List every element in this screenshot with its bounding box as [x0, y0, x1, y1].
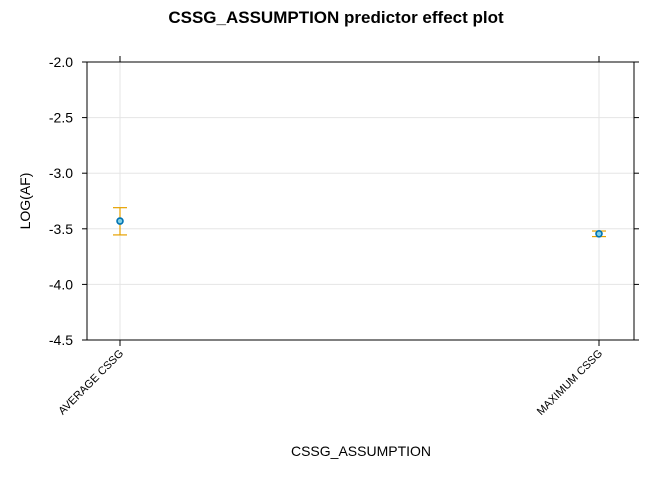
grid-layer — [87, 61, 634, 341]
y-axis-label: LOG(AF) — [17, 173, 33, 230]
y-tick-label: -3.0 — [49, 165, 73, 181]
chart-title: CSSG_ASSUMPTION predictor effect plot — [168, 8, 504, 27]
x-axis-label: CSSG_ASSUMPTION — [291, 443, 431, 459]
y-tick-label: -3.5 — [49, 221, 73, 237]
y-tick-label: -4.5 — [49, 332, 73, 348]
estimate-point — [116, 217, 124, 225]
effect-mark-maximum-cssg — [592, 230, 606, 238]
plot-panel — [86, 61, 635, 341]
x-tick-label: MAXIMUM CSSG — [535, 348, 605, 418]
effect-mark-average-cssg — [113, 207, 127, 236]
y-tick-label: -2.0 — [49, 54, 73, 70]
x-tick-label: AVERAGE CSSG — [56, 348, 126, 418]
y-tick-label: -2.5 — [49, 110, 73, 126]
marks-layer — [113, 207, 606, 238]
estimate-point — [595, 230, 603, 238]
y-tick-label: -4.0 — [49, 276, 73, 292]
